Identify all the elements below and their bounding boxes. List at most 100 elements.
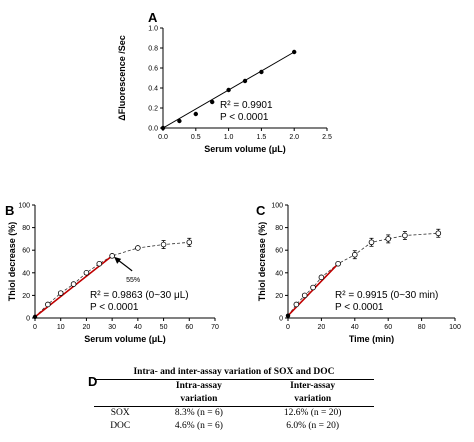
table-header-intra-2: variation: [180, 394, 218, 404]
series-dashed-line: [34, 241, 190, 318]
y-tick-label: 0: [26, 316, 30, 323]
y-tick-label: 0.6: [148, 66, 158, 73]
data-point: [310, 284, 316, 291]
y-tick-label: 20: [22, 293, 30, 300]
data-point: [335, 260, 341, 267]
y-tick-label: 100: [18, 203, 30, 210]
row-name: DOC: [110, 421, 131, 431]
data-point: [96, 260, 103, 267]
y-tick-label: 80: [275, 225, 283, 232]
data-point: [259, 69, 264, 75]
r-squared-label: R² = 0.9915 (0~30 min): [335, 290, 438, 301]
data-point: [57, 290, 64, 296]
p-value-label: P < 0.0001: [335, 302, 384, 313]
x-tick-label: 80: [418, 324, 426, 331]
data-point: [226, 87, 231, 93]
chart-panel-c: C 0 20 40 60 80 100 0 20 40 60 80 100 Time (min) Thiol…: [256, 203, 461, 345]
y-tick-label: 40: [275, 270, 283, 277]
x-tick-label: 1.5: [257, 134, 267, 141]
x-tick-label: 100: [449, 324, 461, 331]
x-tick-label: 60: [384, 324, 392, 331]
data-point: [210, 99, 215, 105]
panel-letter-b: B: [5, 203, 14, 218]
variation-table: Intra- and inter-assay variation of SOX …: [94, 367, 374, 433]
y-axis-label: ΔFluorescence /Sec: [117, 35, 127, 121]
y-tick-label: 0: [279, 316, 283, 323]
data-point: [186, 239, 193, 246]
data-point: [318, 274, 325, 281]
y-tick-label: 0.8: [148, 46, 158, 53]
table-header-row-2: variation variation: [94, 393, 374, 407]
data-point: [193, 111, 198, 117]
panel-letter-d: D: [88, 374, 98, 389]
y-tick-label: 40: [22, 270, 30, 277]
p-value-label: P < 0.0001: [90, 302, 139, 313]
data-point: [242, 78, 248, 84]
chart-panel-a: A 0.0 0.5 1.0 1.5 2.0 2.5 0.0 0.2 0.4 0.6 0.8 1.0 Ser…: [117, 10, 332, 154]
row-intra: 4.6% (n = 6): [174, 421, 223, 431]
y-axis-label: Thiol decrease (%): [7, 222, 17, 302]
data-point: [160, 125, 166, 131]
chart-panel-b: B 0 10 20 30 40 50 60 70 0 20 40 60 80 100 Serum volume…: [5, 203, 219, 345]
table-header-inter-2: variation: [294, 394, 332, 404]
row-inter: 12.6% (n = 20): [251, 406, 374, 420]
data-point: [292, 49, 297, 55]
x-tick-label: 0: [286, 324, 290, 331]
p-value-label: P < 0.0001: [220, 112, 269, 123]
data-point: [177, 118, 182, 124]
x-tick-label: 1.0: [224, 134, 234, 141]
table-header-inter: Inter-assay: [251, 379, 374, 393]
table-header-intra: Intra-assay: [146, 379, 252, 393]
x-axis-label: Serum volume (μL): [84, 334, 166, 344]
annotation-arrowhead: [114, 256, 122, 264]
charts-canvas: A 0.0 0.5 1.0 1.5 2.0 2.5 0.0 0.2 0.4 0.6 0.8 1.0 Ser…: [5, 10, 461, 345]
x-tick-label: 70: [211, 324, 219, 331]
r-squared-label: R² = 0.9901: [220, 100, 273, 111]
data-point: [402, 232, 408, 239]
x-tick-label: 2.5: [322, 134, 332, 141]
table-caption: Intra- and inter-assay variation of SOX …: [133, 367, 335, 377]
y-tick-label: 80: [22, 225, 30, 232]
row-inter: 6.0% (n = 20): [286, 421, 340, 431]
data-point: [385, 236, 392, 242]
panel-letter-a: A: [148, 10, 158, 25]
y-tick-label: 0.2: [148, 106, 158, 113]
x-tick-label: 0.5: [191, 134, 201, 141]
data-point: [160, 241, 167, 248]
x-axis-label: Time (min): [349, 334, 394, 344]
x-tick-label: 30: [108, 324, 116, 331]
data-point: [368, 239, 375, 246]
table-row: SOX 8.3% (n = 6) 12.6% (n = 20): [94, 406, 374, 420]
r-squared-label: R² = 0.9863 (0~30 μL): [90, 290, 189, 301]
x-tick-label: 60: [185, 324, 193, 331]
row-intra: 8.3% (n = 6): [146, 406, 252, 420]
x-tick-label: 40: [134, 324, 142, 331]
data-point: [435, 230, 442, 237]
data-point: [32, 314, 38, 320]
x-tick-label: 10: [57, 324, 65, 331]
table-header-row-1: Intra-assay Inter-assay: [94, 379, 374, 393]
y-axis-label: Thiol decrease (%): [257, 222, 267, 302]
x-axis-label: Serum volume (μL): [204, 144, 286, 154]
table-row: DOC 4.6% (n = 6) 6.0% (n = 20): [94, 420, 374, 433]
y-tick-label: 100: [271, 203, 283, 210]
y-tick-label: 0.0: [148, 126, 158, 133]
data-point: [301, 292, 308, 299]
y-tick-label: 0.4: [148, 86, 158, 93]
annotation-label: 55%: [126, 277, 140, 284]
data-point: [351, 251, 358, 258]
data-point: [70, 281, 77, 287]
data-point: [293, 301, 300, 308]
table: Intra-assay Inter-assay variation variat…: [94, 379, 374, 433]
y-tick-label: 20: [275, 293, 283, 300]
y-tick-label: 1.0: [148, 26, 158, 33]
table-header-corner: [94, 379, 147, 393]
data-point: [135, 245, 141, 251]
y-tick-label: 60: [22, 248, 30, 255]
data-point: [109, 253, 115, 259]
x-tick-label: 50: [160, 324, 168, 331]
x-tick-label: 2.0: [289, 134, 299, 141]
x-tick-label: 20: [83, 324, 91, 331]
x-tick-label: 0: [33, 324, 37, 331]
data-point: [285, 313, 291, 318]
